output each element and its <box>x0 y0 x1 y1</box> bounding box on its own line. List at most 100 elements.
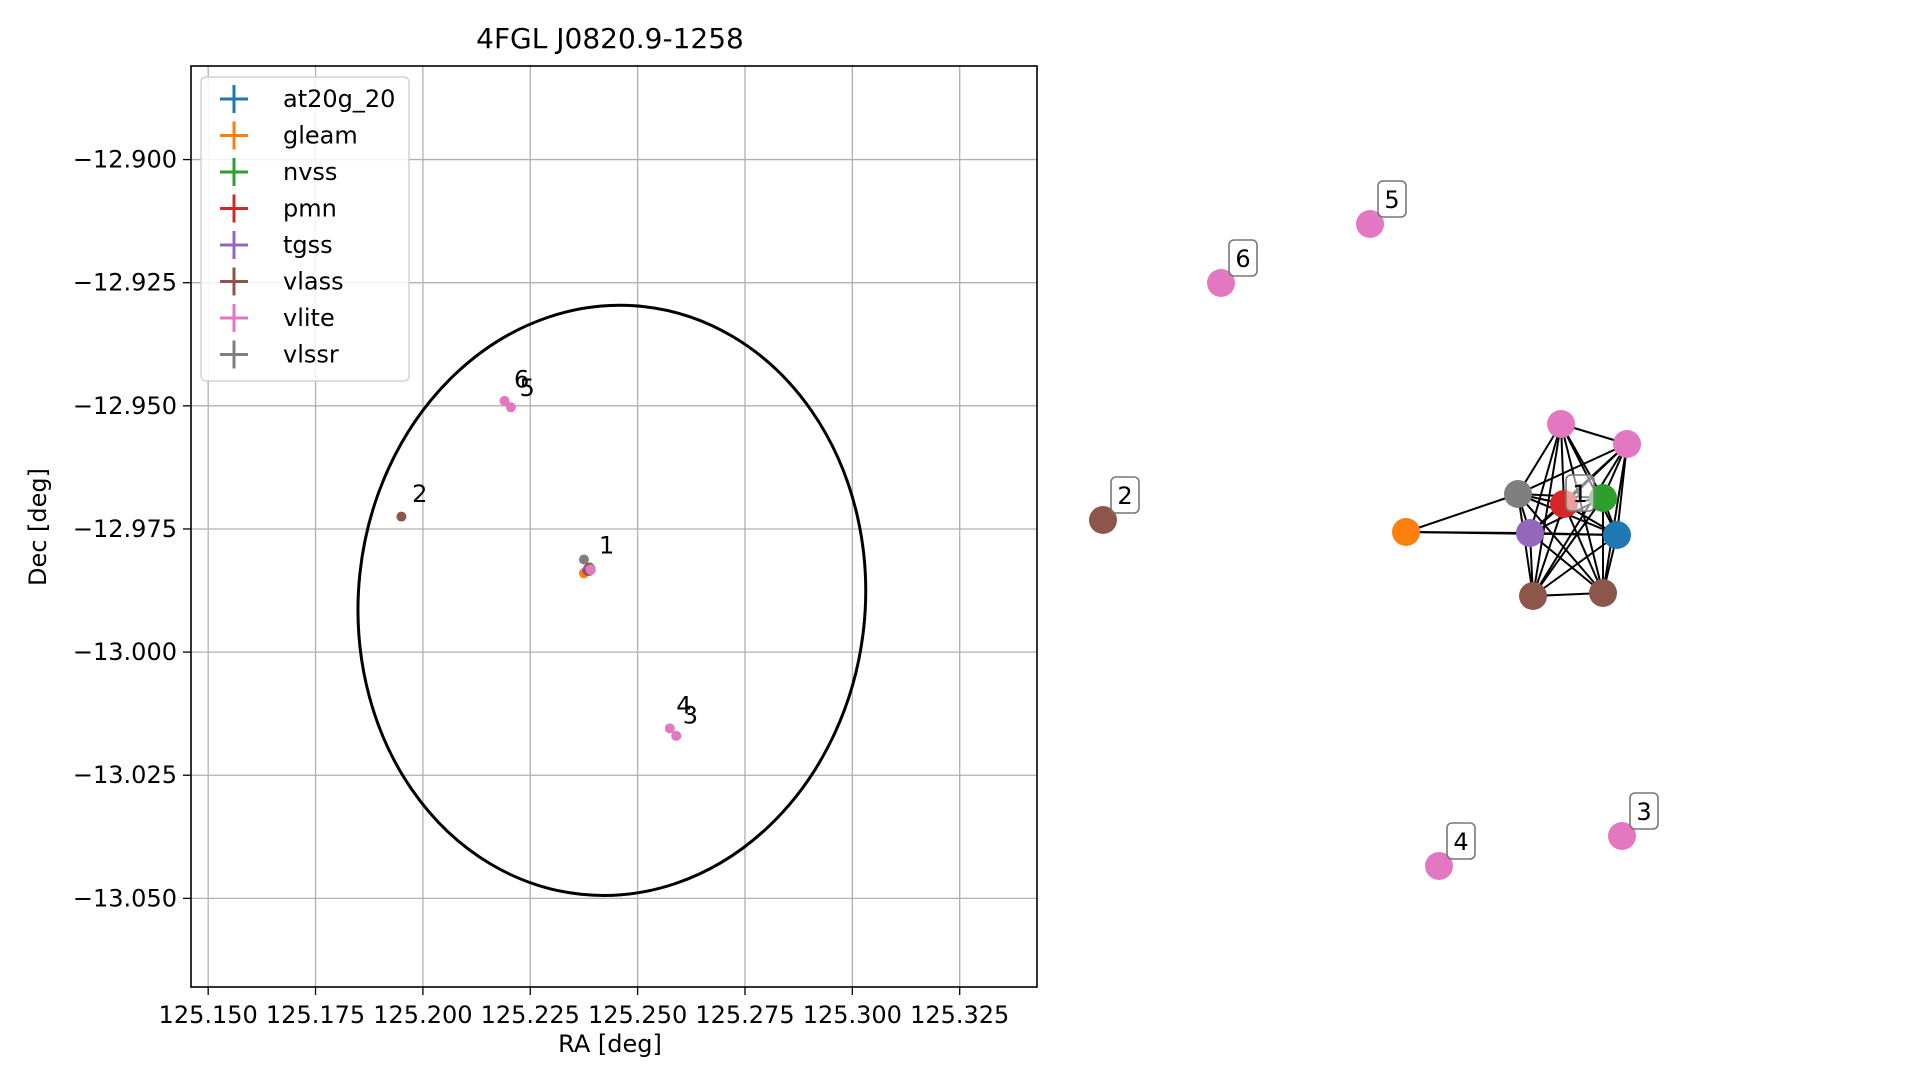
network-edge <box>1532 497 1604 597</box>
error-ellipse <box>356 303 868 897</box>
legend-entry-nvss: nvss <box>220 158 337 186</box>
network-node-purple <box>1516 519 1544 547</box>
network-node-label-5: 5 <box>1377 180 1407 218</box>
network-node-orange <box>1392 518 1420 546</box>
chart-title: 4FGL J0820.9-1258 <box>476 22 744 55</box>
legend-entry-vlite: vlite <box>220 304 335 332</box>
legend-entry-gleam: gleam <box>220 121 358 150</box>
network-nodes <box>1089 210 1641 880</box>
x-axis-label: RA [deg] <box>558 1030 662 1058</box>
x-tick-label: 125.300 <box>803 1001 902 1029</box>
network-panel: 5 6 2 3 4 1 <box>1089 180 1659 880</box>
grid-lines <box>191 66 1037 987</box>
node-label-box <box>1565 474 1595 512</box>
legend-entry-at20g_20: at20g_20 <box>220 85 395 113</box>
network-node-n6 <box>1207 269 1235 297</box>
node-label-text: 1 <box>1572 480 1587 508</box>
legend-label: vlite <box>283 304 335 332</box>
network-node-n4 <box>1425 852 1453 880</box>
legend-label: pmn <box>283 195 337 223</box>
network-node-n2 <box>1089 506 1117 534</box>
network-node-gray <box>1504 480 1532 508</box>
legend-label: nvss <box>283 158 337 186</box>
network-node-label-3: 3 <box>1629 792 1659 830</box>
x-tick-label: 125.250 <box>588 1001 687 1029</box>
legend-box <box>200 76 410 382</box>
network-node-label-1: 1 <box>1565 474 1595 512</box>
node-label-box <box>1446 822 1476 860</box>
network-edge <box>1563 503 1604 594</box>
network-node-blue <box>1603 521 1631 549</box>
network-node-label-2: 2 <box>1110 476 1140 514</box>
y-tick-label: −13.025 <box>73 761 177 789</box>
network-edge <box>1532 503 1565 597</box>
x-tick-label: 125.275 <box>695 1001 794 1029</box>
legend-entry-vlssr: vlssr <box>220 340 339 369</box>
legend-label: vlass <box>283 268 344 296</box>
legend-label: vlssr <box>283 341 339 369</box>
data-points <box>396 395 682 741</box>
point-label-2: 2 <box>412 480 427 508</box>
network-edge <box>1529 423 1562 534</box>
network-edge <box>1517 493 1604 594</box>
y-tick-label: −12.900 <box>73 146 177 174</box>
network-edge <box>1532 423 1562 597</box>
network-node-label-6: 6 <box>1228 239 1258 277</box>
network-node-n5 <box>1356 210 1384 238</box>
node-label-box <box>1629 792 1659 830</box>
network-node-labels: 5 6 2 3 4 1 <box>1110 180 1659 860</box>
point-label-1: 1 <box>599 532 614 560</box>
data-point-vlass <box>396 511 407 522</box>
network-node-pinkRight <box>1613 430 1641 458</box>
y-tick-label: −12.925 <box>73 269 177 297</box>
x-tick-label: 125.225 <box>481 1001 580 1029</box>
network-node-label-4: 4 <box>1446 822 1476 860</box>
data-point-vlite <box>505 402 516 413</box>
network-node-green <box>1589 484 1617 512</box>
point-label-5: 5 <box>520 374 535 402</box>
legend-entry-vlass: vlass <box>220 267 344 296</box>
axes-frame <box>190 65 1038 988</box>
y-tick-label: −12.975 <box>73 515 177 543</box>
network-edge <box>1529 532 1604 594</box>
node-label-box <box>1228 239 1258 277</box>
legend-entry-pmn: pmn <box>220 194 337 223</box>
y-axis-label: Dec [deg] <box>24 468 52 586</box>
data-point-vlite <box>585 564 596 575</box>
network-node-brownR <box>1589 579 1617 607</box>
data-point-vlite <box>499 395 510 406</box>
point-label-4: 4 <box>676 692 691 720</box>
legend-label: at20g_20 <box>283 85 395 113</box>
node-label-box <box>1110 476 1140 514</box>
node-label-text: 5 <box>1384 186 1399 214</box>
node-label-text: 4 <box>1453 828 1468 856</box>
network-edge <box>1532 443 1628 597</box>
error-ellipse-layer <box>356 303 868 897</box>
y-tick-label: −12.950 <box>73 392 177 420</box>
node-label-text: 3 <box>1636 798 1651 826</box>
network-node-pinkTop <box>1547 410 1575 438</box>
data-point-vlite <box>664 723 675 734</box>
y-tick-label: −13.050 <box>73 884 177 912</box>
point-label-3: 3 <box>683 702 698 730</box>
legend-label: tgss <box>283 231 333 259</box>
x-tick-label: 125.175 <box>266 1001 365 1029</box>
node-label-box <box>1377 180 1407 218</box>
legend-entry-tgss: tgss <box>220 231 333 259</box>
node-label-text: 2 <box>1117 482 1132 510</box>
x-tick-label: 125.200 <box>373 1001 472 1029</box>
data-point-vlite <box>671 730 682 741</box>
network-node-brownL <box>1519 582 1547 610</box>
network-edge <box>1405 493 1519 533</box>
legend-label: gleam <box>283 122 358 150</box>
network-node-n3 <box>1608 822 1636 850</box>
point-label-6: 6 <box>514 366 529 394</box>
x-tick-label: 125.325 <box>910 1001 1009 1029</box>
y-tick-label: −13.000 <box>73 638 177 666</box>
data-point-vlssr <box>578 554 589 565</box>
network-edge <box>1602 443 1628 594</box>
